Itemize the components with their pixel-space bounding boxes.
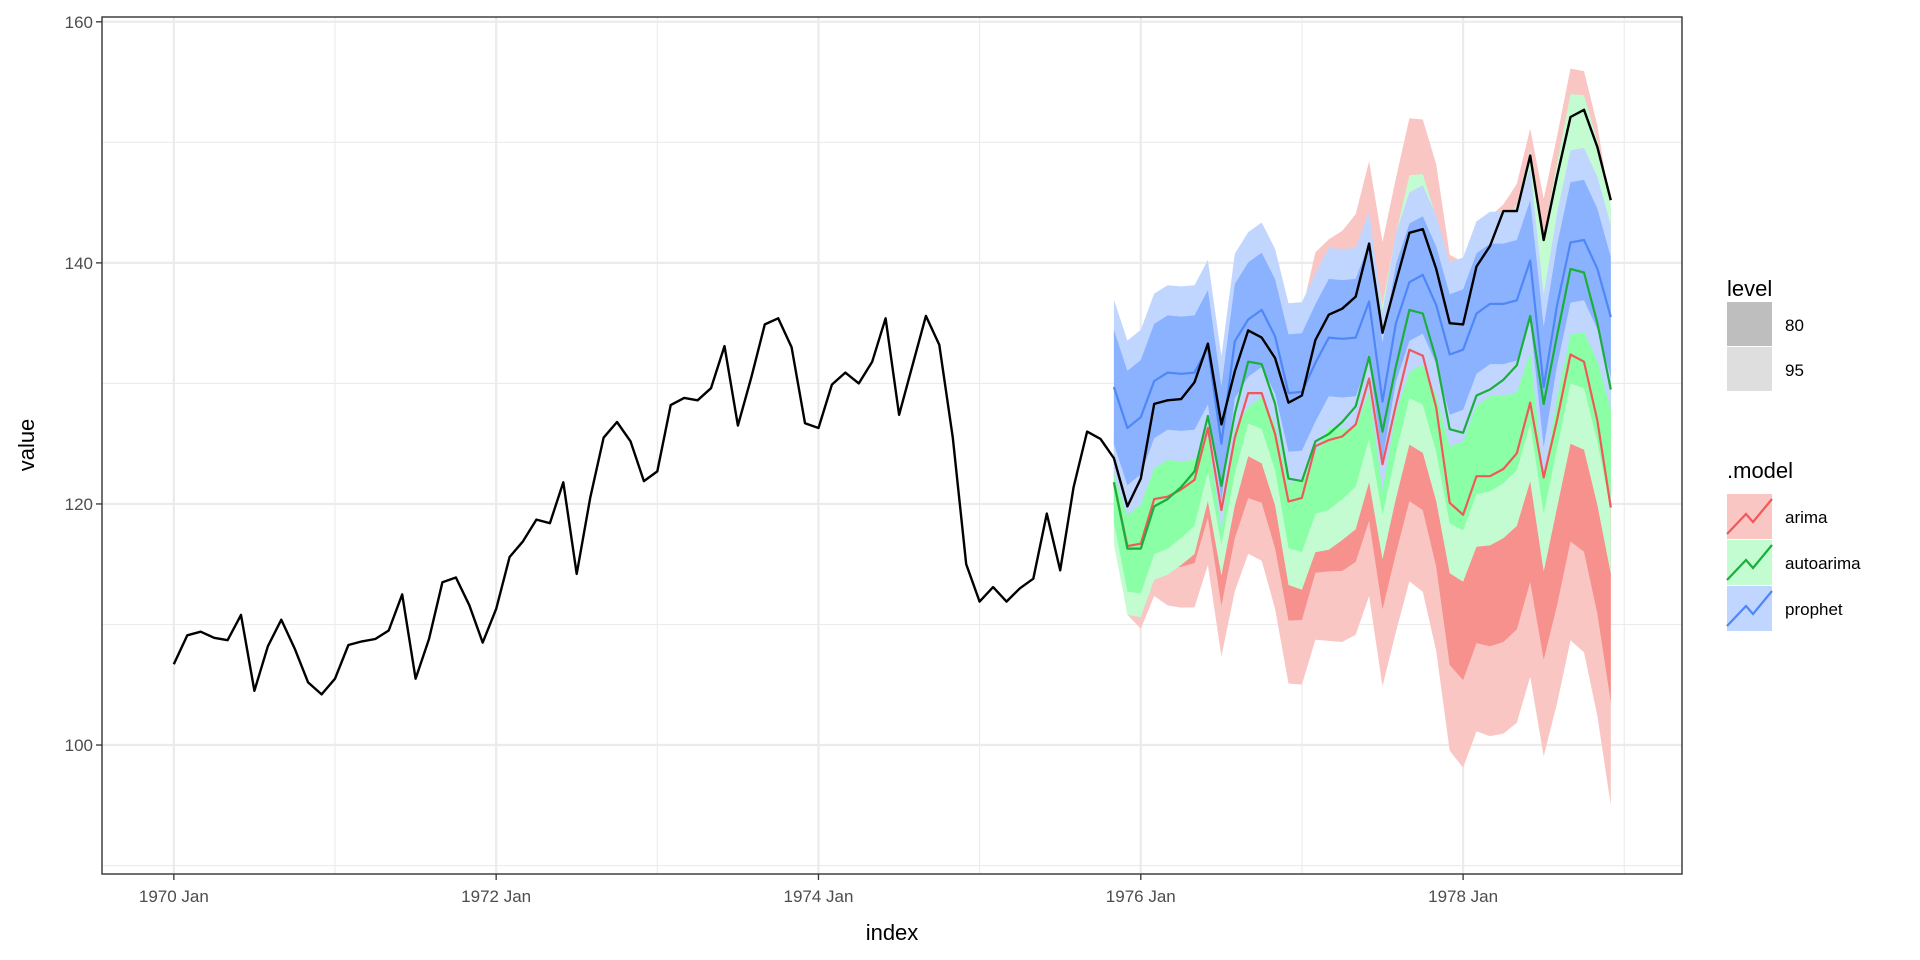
legend-label-model: arima (1785, 508, 1828, 527)
x-tick-label: 1970 Jan (139, 887, 209, 906)
y-tick-label: 160 (65, 13, 93, 32)
legend-key-level-80 (1727, 302, 1772, 346)
history-line (172, 108, 1612, 696)
legend: level .model 80 95 arima autoarima prophet (1726, 276, 1861, 631)
x-tick-label: 1974 Jan (783, 887, 853, 906)
y-tick-label: 140 (65, 254, 93, 273)
legend-label-model: prophet (1785, 600, 1843, 619)
arima-forecast-line (1112, 348, 1612, 548)
x-tick-label: 1978 Jan (1428, 887, 1498, 906)
legend-label-model: autoarima (1785, 554, 1861, 573)
series-lines (172, 108, 1612, 696)
autoarima-forecast-line (1112, 267, 1612, 550)
legend-title-model: .model (1727, 458, 1793, 483)
y-tick-label: 120 (65, 495, 93, 514)
legend-line-icon (1726, 498, 1773, 535)
legend-label-level: 95 (1785, 361, 1804, 380)
legend-title-level: level (1727, 276, 1772, 301)
y-tick-label: 100 (65, 736, 93, 755)
x-tick-label: 1972 Jan (461, 887, 531, 906)
prophet-interval-80 (1113, 179, 1611, 501)
legend-line-icon (1726, 544, 1773, 581)
legend-label-level: 80 (1785, 316, 1804, 335)
prophet-forecast-line (1112, 238, 1612, 445)
y-axis-title: value (14, 419, 39, 472)
x-tick-label: 1976 Jan (1106, 887, 1176, 906)
x-axis-title: index (866, 920, 919, 945)
legend-line-icon (1726, 590, 1773, 627)
panel-border (101, 16, 1683, 875)
axes: 100 120 140 160 1970 Jan 1972 Jan 1974 Jan 1976… (65, 13, 1498, 906)
legend-key-level-95 (1727, 347, 1772, 391)
